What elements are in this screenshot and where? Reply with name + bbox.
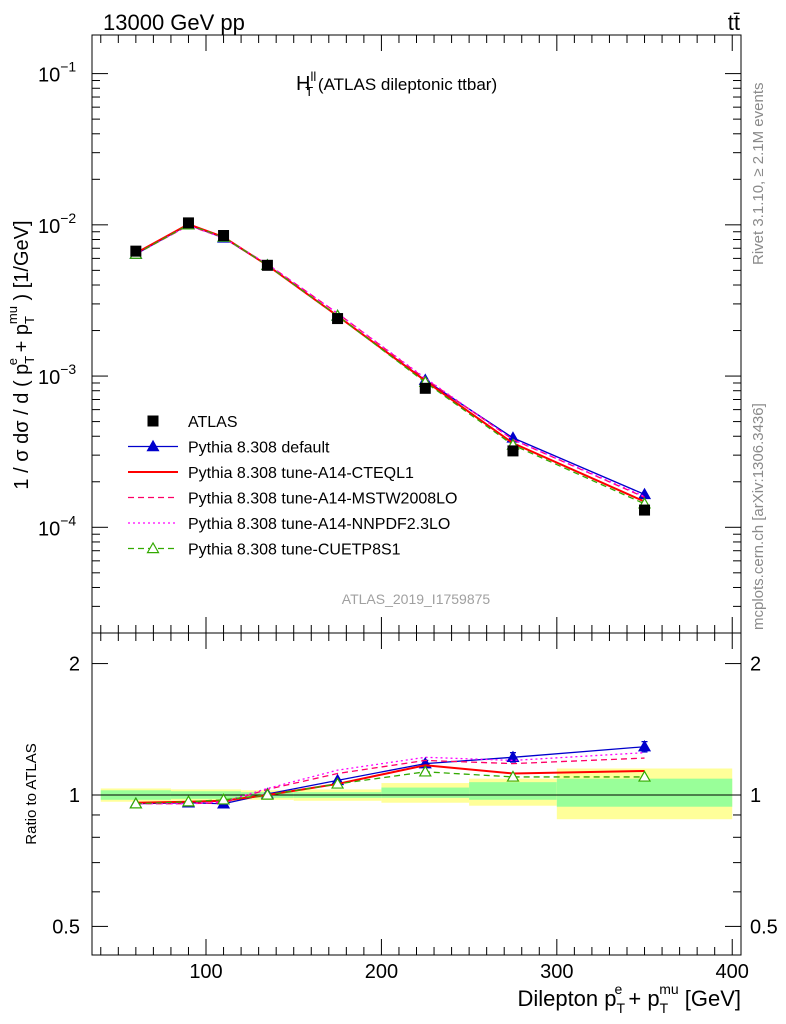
data-point	[507, 445, 519, 457]
main-series-line	[135, 224, 645, 505]
ratio-stat-uncertainty-band	[556, 778, 733, 807]
legend-marker	[146, 541, 160, 554]
main-panel: 10−1 10−2 10−3 10−4 Hll T (ATLAS dileptonic …	[5, 34, 742, 634]
x-tick-label: 100	[189, 961, 222, 983]
plot-title: Hll T (ATLAS dileptonic ttbar)	[296, 69, 497, 99]
analysis-id-label: ATLAS_2019_I1759875	[342, 591, 491, 607]
process-label: tt̄	[728, 10, 740, 35]
data-point	[130, 245, 142, 257]
x-tick-label: 300	[540, 961, 573, 983]
ratio-y-tick-label-right: 0.5	[750, 916, 778, 938]
ratio-series-marker	[418, 765, 432, 777]
main-y-tick-label: 10−2	[38, 210, 76, 238]
legend-label: Pythia 8.308 tune-A14-MSTW2008LO	[188, 491, 457, 508]
legend-data-label: ATLAS	[188, 414, 238, 431]
data-points-layer	[130, 217, 651, 516]
ratio-series-marker	[637, 770, 652, 782]
data-point	[261, 259, 273, 271]
ratio-band-layer	[100, 768, 733, 820]
ratio-series-layer	[129, 740, 652, 809]
rivet-version-label: Rivet 3.1.10, ≥ 2.1M events	[750, 83, 767, 266]
ratio-y-axis-label: Ratio to ATLAS	[23, 743, 40, 844]
ratio-series-line	[135, 771, 645, 805]
ratio-panel: 0.5 0.5 1 1 2 2 100 200 300 400 Ratio to ATLAS Di…	[23, 632, 778, 1016]
legend-item: Pythia 8.308 tune-A14-CTEQL1	[128, 465, 414, 482]
ratio-series-marker	[181, 795, 196, 807]
ratio-y-tick-label-left: 0.5	[52, 916, 80, 938]
x-axis-label: Dilepton pTe + pTmu [GeV]	[517, 981, 741, 1016]
legend-marker	[146, 439, 160, 452]
ratio-series-marker	[506, 750, 520, 763]
legend-item: Pythia 8.308 default	[128, 440, 330, 457]
main-y-tick-label: 10−1	[38, 59, 76, 87]
energy-label: 13000 GeV pp	[103, 10, 245, 35]
ratio-series-marker	[129, 797, 143, 809]
main-y-tick-label: 10−3	[38, 361, 76, 389]
ratio-stat-uncertainty-band	[469, 782, 557, 800]
main-y-axis-label: 1 / σ dσ / d ( pTe + pTmu ) [1/GeV]	[5, 220, 37, 489]
legend-item-data: ATLAS	[147, 414, 238, 431]
main-axes: 10−1 10−2 10−3 10−4	[38, 35, 741, 634]
data-point	[332, 313, 344, 325]
ratio-y-tick-label-right: 2	[750, 654, 761, 676]
main-series-line	[135, 224, 645, 498]
ratio-series-marker	[331, 777, 345, 789]
main-series-line	[135, 223, 645, 503]
data-point	[639, 504, 651, 516]
ratio-series-marker	[260, 788, 274, 800]
legend: ATLAS Pythia 8.308 default Pythia 8.308 tu…	[128, 414, 457, 559]
x-tick-label: 200	[365, 961, 398, 983]
main-y-tick-label: 10−4	[38, 512, 76, 540]
ratio-y-tick-label-left: 1	[69, 785, 80, 807]
site-ref-label: mcplots.cern.ch [arXiv:1306.3436]	[750, 403, 767, 630]
legend-label: Pythia 8.308 tune-CUETP8S1	[188, 542, 401, 559]
legend-item: Pythia 8.308 tune-CUETP8S1	[128, 542, 401, 559]
data-point	[218, 230, 230, 242]
ratio-series-marker	[637, 740, 652, 752]
ratio-y-tick-label-right: 1	[750, 785, 761, 807]
ratio-y-tick-label-left: 2	[69, 654, 80, 676]
ratio-axes: 0.5 0.5 1 1 2 2 100 200 300 400	[52, 633, 778, 983]
ratio-series-marker	[217, 793, 231, 805]
legend-data-marker	[147, 415, 159, 427]
data-point	[182, 217, 194, 229]
ratio-series-line	[135, 746, 645, 805]
ratio-stat-uncertainty-band	[381, 787, 470, 798]
legend-label: Pythia 8.308 tune-A14-CTEQL1	[188, 465, 414, 482]
ratio-series-marker	[506, 770, 520, 782]
legend-label: Pythia 8.308 default	[188, 440, 330, 457]
data-point	[419, 382, 431, 394]
ratio-series-line	[135, 764, 645, 804]
legend-item: Pythia 8.308 tune-A14-NNPDF2.3LO	[128, 516, 450, 533]
legend-item: Pythia 8.308 tune-A14-MSTW2008LO	[128, 491, 457, 508]
x-tick-label: 400	[716, 961, 749, 983]
legend-label: Pythia 8.308 tune-A14-NNPDF2.3LO	[188, 516, 450, 533]
